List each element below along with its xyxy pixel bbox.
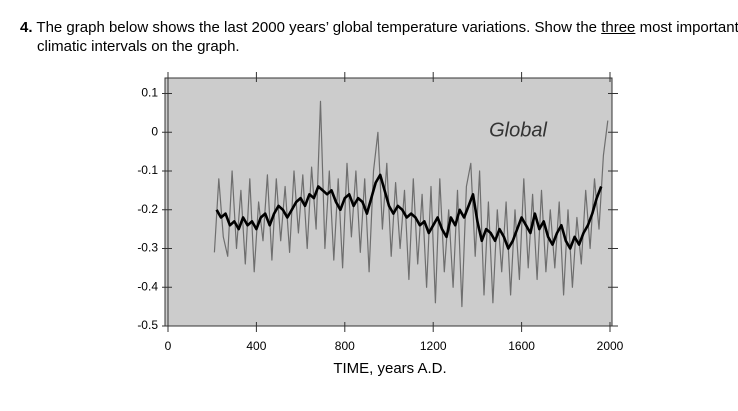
- question-text: The graph below shows the last 2000 year…: [36, 19, 598, 36]
- x-tick-label: 0: [165, 339, 172, 353]
- y-tick-label: -0.1: [137, 163, 158, 177]
- question-number: 4.: [20, 19, 33, 36]
- y-tick-label: 0: [151, 124, 158, 138]
- question-text: most important climatic intervals on the…: [37, 19, 738, 55]
- y-tick-label: -0.5: [137, 318, 158, 332]
- series-line: [215, 173, 603, 250]
- x-tick-label: 800: [335, 339, 355, 353]
- x-axis-label: TIME, years A.D.: [333, 360, 446, 377]
- question-emphasis: three: [601, 19, 636, 36]
- y-tick-label: 0.1: [141, 86, 158, 100]
- chart-title: Global: [489, 119, 547, 141]
- x-tick-label: 2000: [597, 339, 624, 353]
- x-tick-label: 1200: [420, 339, 447, 353]
- series-line: [213, 100, 609, 308]
- y-tick-label: -0.3: [137, 241, 158, 255]
- y-tick-label: -0.4: [137, 279, 158, 293]
- x-tick-label: 400: [246, 339, 266, 353]
- question: 4. The graph below shows the last 2000 y…: [20, 18, 738, 56]
- y-tick-label: -0.2: [137, 202, 158, 216]
- x-tick-label: 1600: [508, 339, 535, 353]
